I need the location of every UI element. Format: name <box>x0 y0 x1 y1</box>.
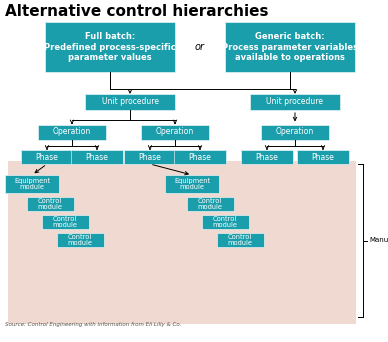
FancyBboxPatch shape <box>21 150 73 164</box>
FancyBboxPatch shape <box>71 150 123 164</box>
FancyBboxPatch shape <box>38 124 106 140</box>
Text: Control
module: Control module <box>227 234 253 246</box>
Text: Control
module: Control module <box>213 215 237 228</box>
Text: Source: Control Engineering with information from Eli Lilly & Co.: Source: Control Engineering with informa… <box>5 322 182 327</box>
FancyBboxPatch shape <box>124 150 176 164</box>
Text: Equipment
module: Equipment module <box>14 177 50 190</box>
FancyBboxPatch shape <box>42 215 88 229</box>
Text: Generic batch:
Process parameter variables
available to operations: Generic batch: Process parameter variabl… <box>222 32 358 62</box>
FancyBboxPatch shape <box>250 94 340 110</box>
FancyBboxPatch shape <box>26 197 73 211</box>
Text: Phase: Phase <box>256 153 279 161</box>
FancyBboxPatch shape <box>8 161 356 324</box>
Text: Control
module: Control module <box>52 215 78 228</box>
Text: Full batch:
Predefined process-specific
parameter values: Full batch: Predefined process-specific … <box>44 32 176 62</box>
FancyBboxPatch shape <box>45 22 175 72</box>
FancyBboxPatch shape <box>57 233 104 247</box>
FancyBboxPatch shape <box>225 22 355 72</box>
Text: Control
module: Control module <box>197 198 222 210</box>
FancyBboxPatch shape <box>261 124 329 140</box>
Text: Control
module: Control module <box>38 198 62 210</box>
Text: Phase: Phase <box>36 153 59 161</box>
FancyBboxPatch shape <box>217 233 263 247</box>
Text: Equipment
module: Equipment module <box>174 177 210 190</box>
FancyBboxPatch shape <box>165 175 219 193</box>
Text: Phase: Phase <box>86 153 108 161</box>
FancyBboxPatch shape <box>241 150 293 164</box>
Text: Operation: Operation <box>53 128 91 136</box>
Text: Unit procedure: Unit procedure <box>267 97 324 106</box>
Text: Unit procedure: Unit procedure <box>102 97 159 106</box>
Text: Control
module: Control module <box>68 234 92 246</box>
Text: Phase: Phase <box>189 153 211 161</box>
FancyBboxPatch shape <box>141 124 209 140</box>
FancyBboxPatch shape <box>187 197 234 211</box>
Text: Alternative control hierarchies: Alternative control hierarchies <box>5 4 268 19</box>
FancyBboxPatch shape <box>297 150 349 164</box>
Text: Operation: Operation <box>276 128 314 136</box>
Text: Phase: Phase <box>312 153 334 161</box>
Text: Manual-matic: Manual-matic <box>369 237 388 244</box>
FancyBboxPatch shape <box>85 94 175 110</box>
Text: Phase: Phase <box>139 153 161 161</box>
Text: Operation: Operation <box>156 128 194 136</box>
Text: or: or <box>195 42 205 52</box>
FancyBboxPatch shape <box>174 150 226 164</box>
FancyBboxPatch shape <box>5 175 59 193</box>
FancyBboxPatch shape <box>201 215 248 229</box>
